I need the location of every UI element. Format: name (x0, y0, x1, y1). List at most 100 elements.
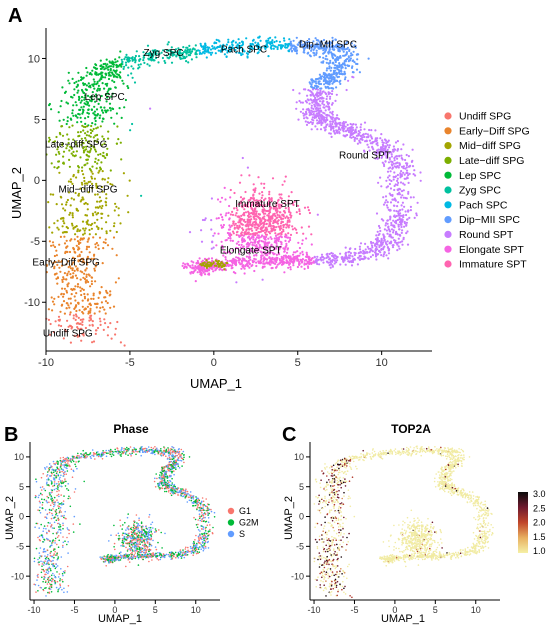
cell-point (324, 109, 327, 112)
cell-point (180, 460, 183, 462)
cell-point (187, 546, 189, 549)
cell-point (215, 41, 218, 45)
cell-point (374, 138, 377, 141)
cell-point (328, 73, 331, 76)
cell-point (91, 122, 94, 125)
cell-point (83, 292, 86, 296)
cell-point (76, 209, 80, 212)
cell-point (342, 120, 345, 124)
cell-point (117, 277, 120, 280)
cell-point (322, 52, 325, 55)
cell-point (68, 165, 71, 168)
cell-point (68, 82, 71, 85)
cell-point (64, 90, 67, 93)
cell-point (375, 234, 378, 237)
cell-point (94, 119, 97, 123)
cell-point (104, 241, 107, 244)
cell-point (241, 40, 244, 43)
cell-point (126, 516, 129, 519)
cell-point (255, 218, 258, 221)
cell-point (65, 289, 68, 292)
cell-point (142, 59, 145, 62)
cell-point (394, 183, 397, 186)
cell-point (255, 228, 258, 232)
cell-point (222, 263, 225, 266)
cell-point (94, 123, 97, 126)
cell-point (272, 222, 275, 225)
cell-point (304, 110, 308, 113)
cell-point (342, 125, 345, 129)
cell-point (73, 93, 76, 97)
cell-point (58, 131, 62, 135)
legend-label: Immature SPT (459, 259, 527, 271)
cell-point (282, 223, 286, 227)
cell-point (269, 224, 272, 227)
cell-point (51, 231, 54, 234)
cell-point (298, 212, 301, 215)
cell-point (416, 201, 419, 204)
cell-point (149, 107, 152, 110)
cell-point (68, 158, 71, 161)
cell-point (242, 234, 245, 237)
cell-point (231, 239, 234, 242)
cell-point (310, 243, 313, 246)
cell-point (288, 262, 292, 265)
cell-point (249, 233, 252, 236)
cell-point (359, 141, 362, 144)
cell-point (132, 67, 135, 70)
cell-point (259, 39, 262, 42)
cell-point (270, 261, 273, 264)
cell-point (331, 122, 334, 126)
cell-point (253, 217, 256, 220)
cell-point (397, 166, 400, 169)
cell-point (109, 65, 113, 68)
cell-point (237, 240, 240, 243)
cell-point (82, 288, 85, 291)
cell-point (322, 106, 325, 109)
cell-point (234, 214, 237, 217)
cell-point (53, 303, 56, 306)
cell-point (274, 220, 277, 224)
cell-point (192, 261, 195, 264)
legend-label: Elongate SPT (459, 244, 524, 256)
cell-point (77, 247, 80, 250)
cell-point (102, 328, 105, 331)
cell-point (126, 194, 129, 197)
cell-point (93, 80, 96, 83)
cell-point (322, 258, 325, 261)
cell-point (96, 162, 99, 165)
cell-point (86, 305, 89, 308)
cell-point (356, 263, 359, 266)
cell-point (255, 212, 258, 215)
cell-point (57, 590, 59, 593)
cell-point (308, 38, 311, 41)
legend-swatch (444, 127, 452, 135)
cell-point (61, 287, 64, 290)
cell-point (250, 227, 253, 230)
cell-point (371, 141, 374, 144)
cell-point (402, 182, 405, 185)
cell-point (73, 238, 76, 241)
cell-point (301, 242, 304, 245)
cell-point (344, 121, 347, 124)
cell-point (116, 60, 119, 63)
cell-point (57, 315, 61, 318)
cell-point (146, 44, 150, 47)
cell-point (188, 54, 192, 57)
cell-point (319, 82, 323, 86)
cell-point (93, 87, 96, 90)
cell-point (269, 236, 272, 239)
cell-point (257, 36, 260, 39)
cell-point (387, 225, 390, 228)
cell-point (289, 233, 293, 236)
cell-point (75, 309, 78, 313)
cell-point (68, 313, 72, 316)
cell-point (69, 117, 72, 120)
cell-point (257, 236, 261, 239)
cell-point (89, 307, 92, 310)
cell-point (187, 51, 190, 54)
cell-point (104, 72, 107, 75)
cell-point (220, 196, 224, 199)
cell-point (87, 280, 90, 284)
cell-point (231, 230, 235, 233)
